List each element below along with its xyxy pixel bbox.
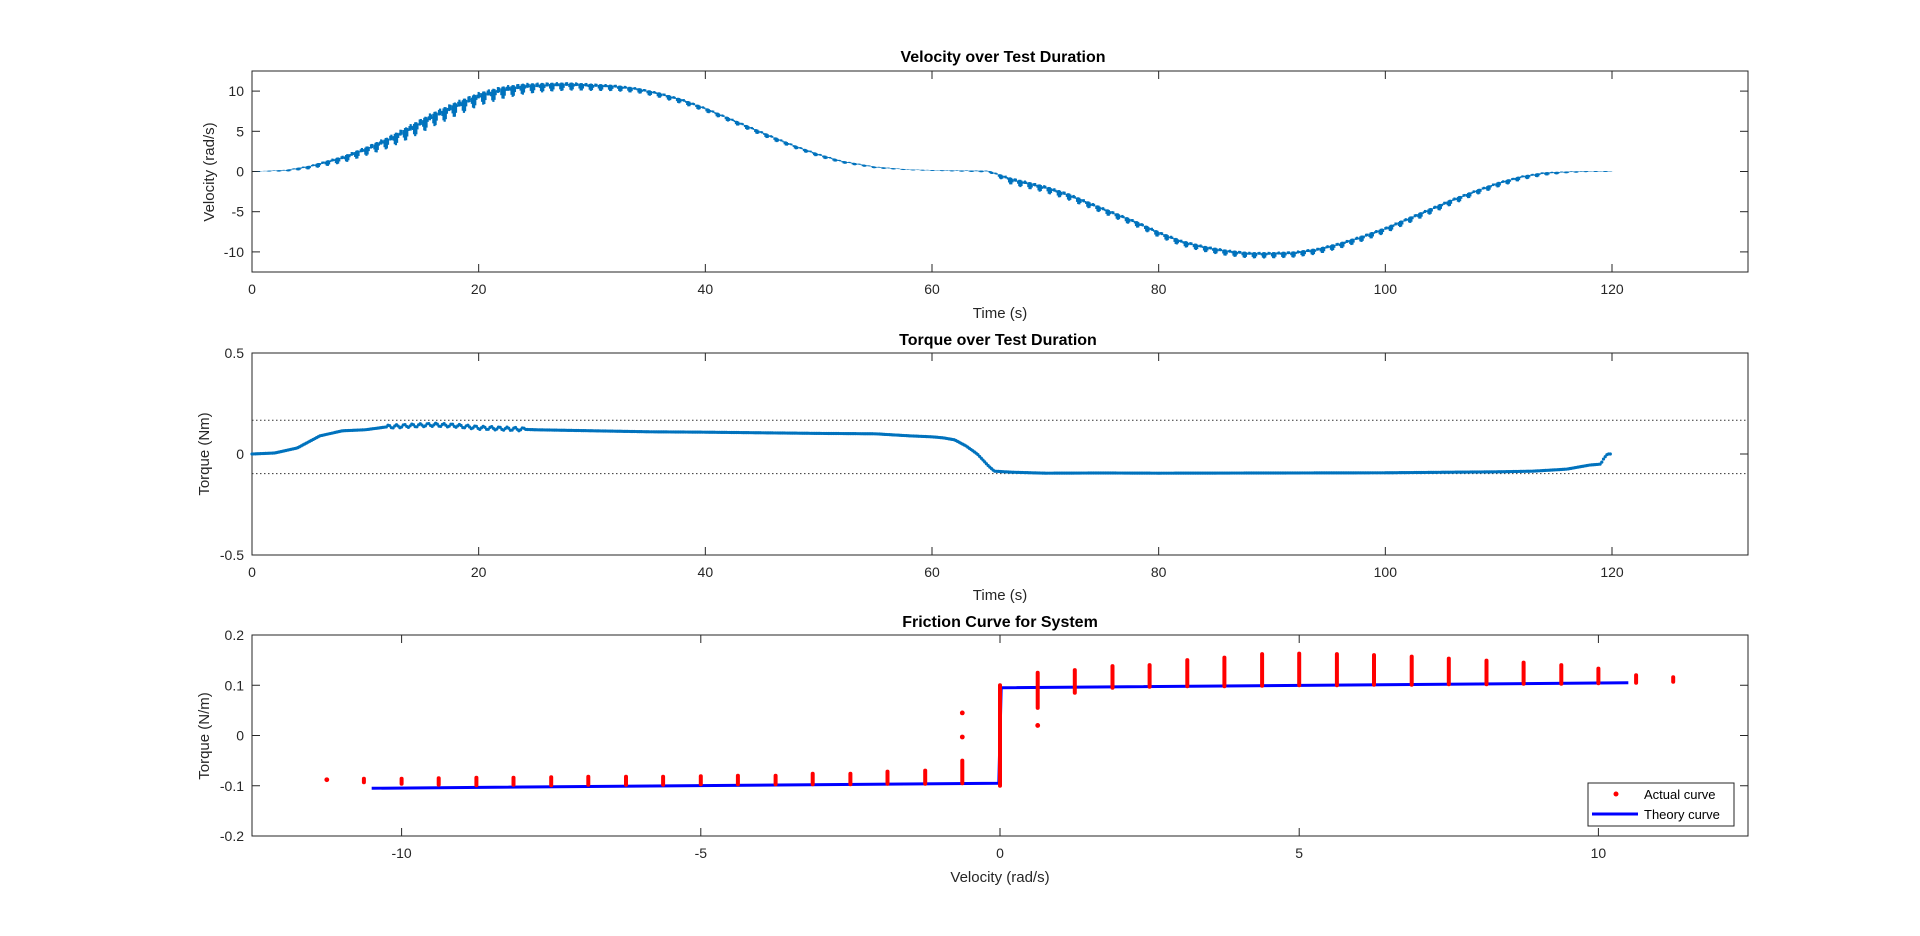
torque-series	[250, 421, 1612, 475]
y-tick-labels: 0.2 0.1 0 -0.1 -0.2	[220, 627, 1748, 844]
x-tick-label: 120	[1600, 281, 1624, 297]
x-tick-label: 20	[471, 564, 487, 580]
x-tick-label: 5	[1295, 845, 1303, 861]
y-tick-label: -10	[224, 244, 244, 260]
torque-point	[474, 424, 478, 428]
legend: Actual curve Theory curve	[1587, 782, 1735, 827]
x-tick-labels: -10 -5 0 5 10	[391, 635, 1606, 861]
friction-subplot: Friction Curve for System -10 -5 0 5 10 0.20…	[196, 614, 1749, 886]
y-tick-labels: 10 5 0 -5 -10	[224, 83, 1748, 260]
y-tick-label: 0.5	[225, 345, 245, 361]
x-axis-label: Time (s)	[973, 305, 1027, 322]
chart-title: Friction Curve for System	[902, 614, 1098, 631]
actual-curve-point	[1035, 723, 1041, 728]
x-tick-labels: 0 20 40 60 80 100 120	[248, 353, 1624, 580]
x-tick-label: 0	[996, 845, 1004, 861]
y-tick-label: 0	[236, 164, 244, 180]
y-tick-label: 0	[236, 446, 244, 462]
x-tick-labels: 0 20 40 60 80 100 120	[248, 71, 1624, 297]
reference-lines	[252, 419, 1748, 475]
friction-series	[324, 651, 1676, 790]
velocity-series	[252, 82, 1614, 259]
y-tick-label: -0.2	[220, 828, 244, 844]
y-tick-label: 0.1	[225, 677, 245, 693]
x-tick-label: 60	[924, 281, 940, 297]
x-tick-label: 10	[1591, 845, 1607, 861]
chart-title: Torque over Test Duration	[899, 332, 1097, 349]
actual-curve-point	[324, 777, 330, 783]
x-tick-label: 100	[1374, 564, 1398, 580]
y-axis-label: Torque (Nm)	[196, 412, 213, 495]
y-tick-label: -0.1	[220, 778, 244, 794]
legend-label-actual: Actual curve	[1644, 787, 1716, 802]
x-tick-label: 0	[248, 281, 256, 297]
actual-curve-point	[959, 710, 965, 716]
y-tick-label: -5	[232, 204, 245, 220]
x-tick-label: -5	[695, 845, 708, 861]
legend-marker-actual	[1613, 791, 1619, 797]
x-tick-label: 120	[1600, 564, 1624, 580]
chart-title: Velocity over Test Duration	[900, 49, 1105, 66]
y-tick-labels: 0.5 0 -0.5	[220, 345, 1748, 563]
actual-curve-point	[959, 734, 965, 740]
x-tick-label: 100	[1374, 281, 1398, 297]
y-tick-label: 5	[236, 123, 244, 139]
x-tick-label: 0	[248, 564, 256, 580]
torque-point	[1601, 457, 1606, 461]
x-axis-label: Velocity (rad/s)	[950, 869, 1049, 886]
y-tick-label: 10	[228, 83, 244, 99]
x-tick-label: 80	[1151, 281, 1167, 297]
x-tick-label: 40	[698, 564, 714, 580]
y-axis-label: Velocity (rad/s)	[201, 122, 218, 221]
legend-label-theory: Theory curve	[1644, 807, 1720, 822]
x-tick-label: 20	[471, 281, 487, 297]
torque-subplot: Torque over Test Duration 0 20 40 60 80 100 12…	[196, 332, 1749, 604]
y-tick-label: 0	[236, 728, 244, 744]
legend-box	[1587, 782, 1735, 827]
y-tick-label: 0.2	[225, 627, 245, 643]
y-axis-label: Torque (N/m)	[196, 692, 213, 780]
plot-area	[251, 352, 1749, 556]
x-tick-label: 80	[1151, 564, 1167, 580]
x-tick-label: -10	[391, 845, 411, 861]
x-axis-label: Time (s)	[973, 587, 1027, 604]
y-tick-label: -0.5	[220, 547, 244, 563]
torque-point	[1608, 452, 1612, 456]
x-tick-label: 40	[698, 281, 714, 297]
velocity-subplot: Velocity over Test Duration 0 20 40 60 80 100…	[201, 49, 1749, 322]
plot-area	[251, 70, 1749, 273]
torque-point	[1600, 460, 1604, 464]
x-tick-label: 60	[924, 564, 940, 580]
